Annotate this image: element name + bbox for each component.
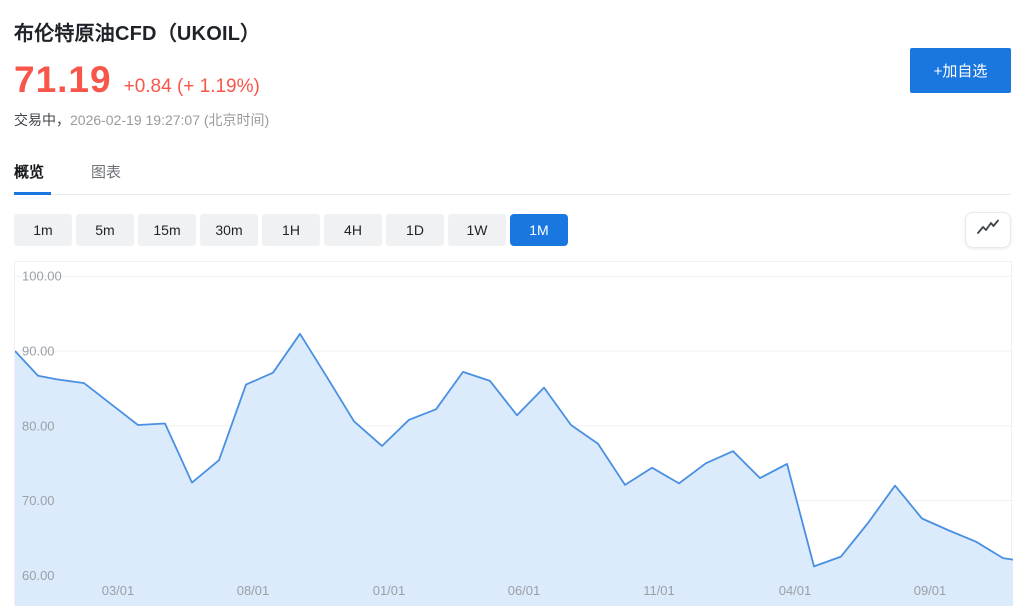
tab-chart[interactable]: 图表 (91, 164, 122, 181)
x-axis-label: 08/01 (237, 583, 270, 598)
y-axis-label: 90.00 (22, 343, 55, 358)
x-axis-label: 03/01 (102, 583, 135, 598)
price-chart: 100.00 90.00 80.00 70.00 60.00 03/01 08/01 01/0… (14, 261, 1013, 606)
last-price: 71.19 (14, 59, 112, 100)
x-axis-label: 06/01 (508, 583, 541, 598)
line-chart-icon (976, 219, 1000, 242)
interval-button-5m[interactable]: 5m (76, 214, 134, 246)
interval-button-1m[interactable]: 1M (510, 214, 568, 246)
y-axis-label: 100.00 (22, 269, 62, 284)
interval-button-1d[interactable]: 1D (386, 214, 444, 246)
y-axis-label: 70.00 (22, 493, 55, 508)
tab-overview[interactable]: 概览 (14, 161, 52, 195)
interval-button-1h[interactable]: 1H (262, 214, 320, 246)
x-axis-label: 11/01 (643, 583, 675, 598)
interval-button-30m[interactable]: 30m (200, 214, 258, 246)
interval-button-1m[interactable]: 1m (14, 214, 72, 246)
area-chart-canvas: 100.00 90.00 80.00 70.00 60.00 03/01 08/01 01/0… (15, 269, 1013, 606)
price-row: 71.19 +0.84 (+ 1.19%) (14, 59, 1024, 101)
trading-status-row: 交易中，2026-02-19 19:27:07 (北京时间) (14, 110, 1024, 130)
x-axis-label: 09/01 (914, 583, 947, 598)
chart-type-button[interactable] (965, 212, 1011, 248)
x-axis-label: 01/01 (373, 583, 406, 598)
x-axis-label: 04/01 (779, 583, 812, 598)
interval-button-15m[interactable]: 15m (138, 214, 196, 246)
area-fill (15, 333, 1013, 606)
instrument-title: 布伦特原油CFD（UKOIL） (14, 23, 261, 45)
interval-row: 1m 5m 15m 30m 1H 4H 1D 1W 1M (14, 212, 1011, 248)
tab-bar: 概览 图表 (14, 161, 1011, 195)
y-axis-label: 60.00 (22, 568, 55, 583)
price-change: +0.84 (+ 1.19%) (123, 76, 260, 97)
add-watchlist-button[interactable]: +加自选 (910, 48, 1011, 93)
interval-button-1w[interactable]: 1W (448, 214, 506, 246)
interval-bar: 1m 5m 15m 30m 1H 4H 1D 1W 1M (14, 214, 568, 246)
interval-button-4h[interactable]: 4H (324, 214, 382, 246)
trading-status: 交易中， (14, 112, 70, 128)
y-axis-label: 80.00 (22, 418, 55, 433)
quote-timestamp: 2026-02-19 19:27:07 (北京时间) (70, 112, 270, 128)
price-line (15, 332, 1013, 568)
